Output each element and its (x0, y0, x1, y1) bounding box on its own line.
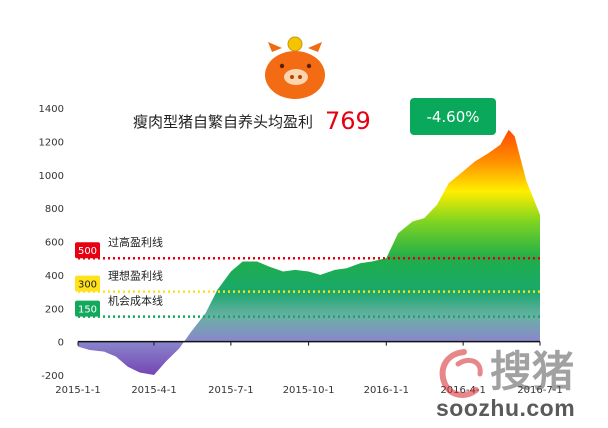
y-tick-label: 0 (58, 338, 64, 349)
x-tick-label: 2015-4-1 (131, 385, 176, 396)
x-tick-label: 2015-10-1 (283, 385, 335, 396)
watermark-cn: 搜猪 (490, 347, 574, 396)
watermark-site: soozhu.com (436, 395, 576, 421)
reference-badge-500 (75, 242, 100, 259)
y-tick-label: 600 (45, 238, 64, 249)
reference-line-label: 理想盈利线 (108, 269, 163, 283)
piggy-bank-icon (265, 36, 325, 99)
y-tick-label: 400 (45, 271, 64, 282)
y-tick-label: 800 (45, 204, 64, 215)
reference-badge-value: 150 (78, 305, 97, 316)
reference-badge-value: 300 (78, 280, 97, 291)
y-tick-label: 1400 (39, 104, 64, 115)
y-tick-label: 1200 (39, 137, 64, 148)
reference-line-label: 过高盈利线 (108, 235, 163, 249)
reference-badge-150 (75, 300, 100, 317)
x-tick-label: 2016-4-1 (440, 385, 485, 396)
y-tick-label: -200 (41, 371, 64, 382)
change-badge: -4.60% (410, 98, 496, 135)
reference-badge-300 (75, 275, 100, 292)
x-tick-label: 2016-7-1 (517, 385, 562, 396)
reference-line-label: 机会成本线 (108, 294, 163, 308)
y-tick-label: 200 (45, 304, 64, 315)
profit-area (78, 129, 540, 375)
x-tick-label: 2016-1-1 (364, 385, 409, 396)
headline: 瘦肉型猪自繁自养头均盈利 769 (133, 106, 371, 136)
reference-badge-value: 500 (78, 246, 97, 257)
x-tick-label: 2015-1-1 (55, 385, 100, 396)
x-tick-label: 2015-7-1 (208, 385, 253, 396)
headline-title: 瘦肉型猪自繁自养头均盈利 (133, 112, 314, 131)
soozhu-watermark-logo: 搜猪 (439, 347, 574, 398)
y-tick-label: 1000 (39, 171, 64, 182)
headline-value: 769 (325, 107, 371, 135)
